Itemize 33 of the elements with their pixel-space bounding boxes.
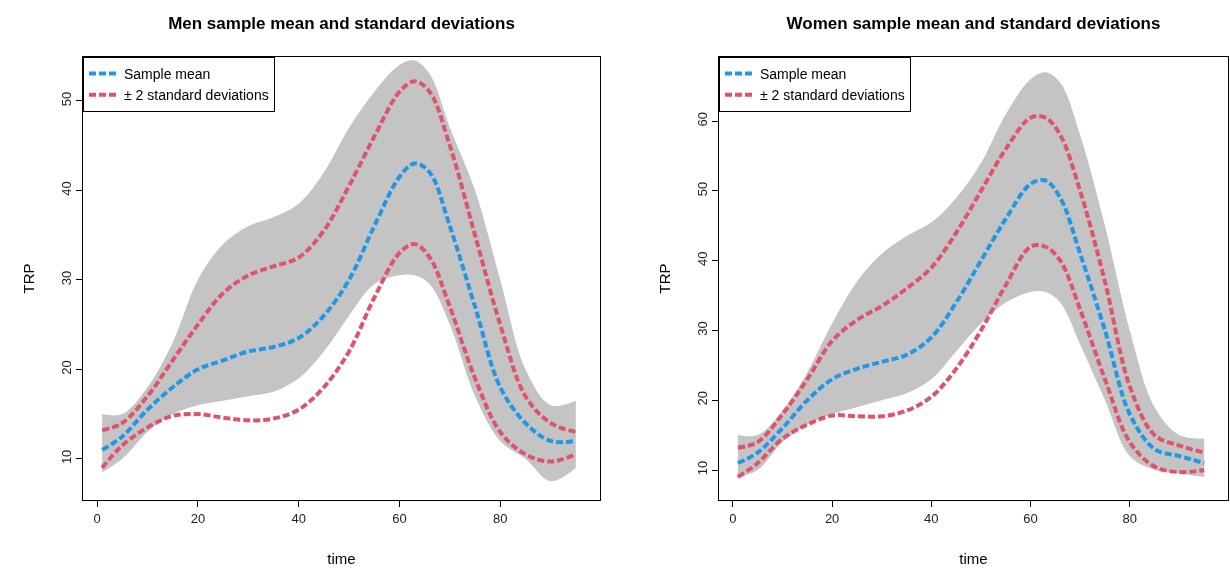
x-tick-label: 0 xyxy=(93,510,101,526)
y-tick-label: 40 xyxy=(694,251,710,266)
x-axis-title: time xyxy=(959,549,988,567)
x-tick-label: 40 xyxy=(924,510,939,526)
x-tick-label: 0 xyxy=(729,510,737,526)
y-tick-label: 60 xyxy=(694,112,710,127)
y-tick-label: 20 xyxy=(58,360,74,375)
legend-label: Sample mean xyxy=(760,66,847,83)
legend-label: ± 2 standard deviations xyxy=(760,87,905,104)
y-tick-label: 20 xyxy=(694,391,710,406)
x-tick-label: 40 xyxy=(291,510,306,526)
x-tick-label: 20 xyxy=(190,510,206,526)
y-tick-label: 50 xyxy=(58,91,74,107)
y-tick-label: 10 xyxy=(58,449,74,465)
x-tick-label: 80 xyxy=(493,510,508,526)
x-tick-label: 60 xyxy=(1023,510,1038,526)
legend-label: Sample mean xyxy=(124,66,211,83)
line-series xyxy=(735,243,1207,479)
chart-title: Men sample mean and standard deviations xyxy=(168,14,515,34)
y-tick-label: 10 xyxy=(694,460,710,476)
y-tick-label: 30 xyxy=(694,321,710,336)
y-axis-title: TRP xyxy=(656,263,674,294)
y-tick-label: 30 xyxy=(58,270,74,286)
x-axis-title: time xyxy=(327,549,356,567)
line-series xyxy=(735,178,1207,466)
x-tick-label: 20 xyxy=(824,510,840,526)
y-tick-label: 40 xyxy=(58,181,74,196)
y-tick-label: 50 xyxy=(694,181,710,197)
x-tick-label: 80 xyxy=(1122,510,1137,526)
chart-title: Women sample mean and standard deviations xyxy=(786,14,1161,34)
y-axis-title: TRP xyxy=(20,263,38,294)
legend-label: ± 2 standard deviations xyxy=(124,87,269,104)
x-tick-label: 60 xyxy=(392,510,407,526)
